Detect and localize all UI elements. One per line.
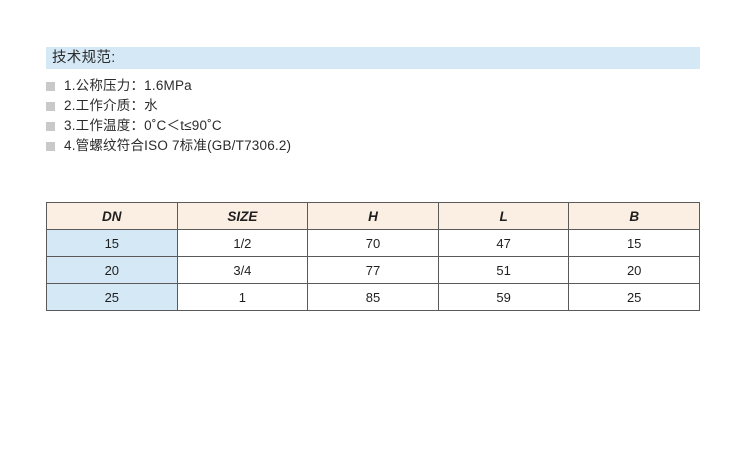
spec-item-label: 2.工作介质：水 [64, 98, 158, 113]
spec-item-label: 3.工作温度：0˚C＜t≤90˚C [64, 118, 222, 133]
table-header-row: DN SIZE H L B [46, 202, 700, 230]
cell-dn: 20 [46, 256, 178, 284]
table-body: 15 1/2 70 47 15 20 3/4 77 51 20 25 1 85 [46, 229, 700, 311]
cell-l: 51 [437, 256, 570, 284]
column-header-dn: DN [46, 202, 178, 230]
table-row: 25 1 85 59 25 [46, 283, 700, 311]
square-bullet-icon [46, 121, 55, 131]
square-bullet-icon [46, 81, 55, 91]
cell-size: 3/4 [176, 256, 309, 284]
page-title: 技术规范: [52, 50, 116, 66]
table-header: DN SIZE H L B [46, 202, 700, 230]
cell-b: 15 [568, 229, 700, 257]
table-row: 20 3/4 77 51 20 [46, 256, 700, 284]
cell-h: 77 [307, 256, 439, 284]
list-item: 4.管螺纹符合ISO 7标准(GB/T7306.2) [46, 136, 700, 156]
cell-dn: 25 [46, 283, 178, 311]
spec-section-header: 技术规范: [46, 47, 700, 69]
column-header-size: SIZE [176, 202, 309, 230]
cell-h: 70 [307, 229, 439, 257]
column-header-l: L [437, 202, 570, 230]
cell-b: 20 [568, 256, 700, 284]
dimensions-table: DN SIZE H L B 15 1/2 70 47 15 20 3/4 [46, 202, 700, 311]
square-bullet-icon [46, 101, 55, 111]
cell-h: 85 [307, 283, 439, 311]
dimensions-table-container: DN SIZE H L B 15 1/2 70 47 15 20 3/4 [46, 202, 700, 311]
cell-b: 25 [568, 283, 700, 311]
square-bullet-icon [46, 141, 55, 151]
cell-l: 59 [437, 283, 570, 311]
cell-size: 1 [176, 283, 309, 311]
table-row: 15 1/2 70 47 15 [46, 229, 700, 257]
list-item: 2.工作介质：水 [46, 96, 700, 116]
spec-item-label: 1.公称压力：1.6MPa [64, 78, 192, 93]
cell-l: 47 [437, 229, 570, 257]
column-header-b: B [568, 202, 700, 230]
cell-size: 1/2 [176, 229, 309, 257]
list-item: 3.工作温度：0˚C＜t≤90˚C [46, 116, 700, 136]
cell-dn: 15 [46, 229, 178, 257]
list-item: 1.公称压力：1.6MPa [46, 76, 700, 96]
column-header-h: H [307, 202, 439, 230]
spec-list: 1.公称压力：1.6MPa 2.工作介质：水 3.工作温度：0˚C＜t≤90˚C… [46, 76, 700, 156]
spec-item-label: 4.管螺纹符合ISO 7标准(GB/T7306.2) [64, 138, 292, 153]
